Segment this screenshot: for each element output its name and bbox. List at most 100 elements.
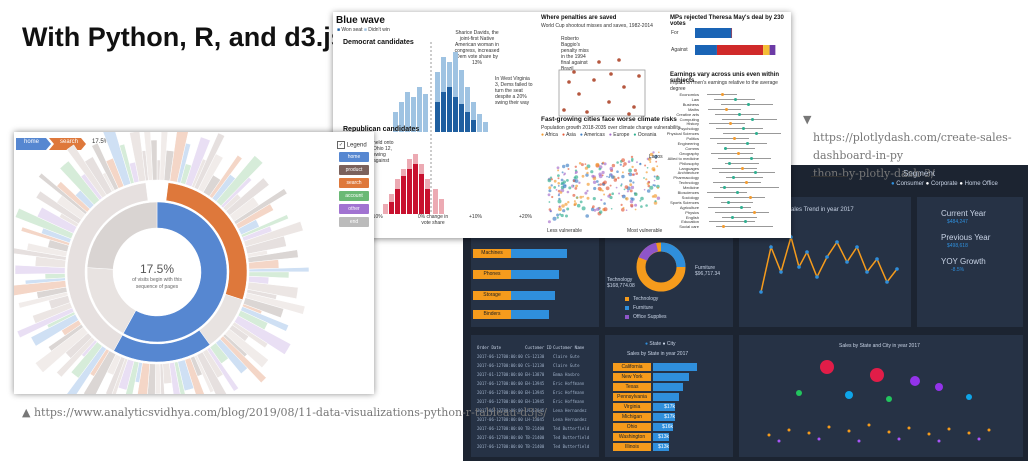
climate-city-point [586, 189, 589, 192]
climate-city-point [567, 201, 570, 204]
climate-city-point [603, 162, 607, 166]
climate-city-point [643, 188, 646, 191]
caption-left-url[interactable]: https://www.analyticsvidhya.com/blog/201… [33, 406, 547, 419]
earnings-row: Biosciences [671, 190, 791, 195]
table-row[interactable]: 2017-06-12T00:00:00 EH-13945 Eric Hoffmann [477, 381, 585, 386]
earnings-row: Pharmacology [671, 175, 791, 180]
table-row[interactable]: 2017-06-12T00:00:00 TB-21400 Ted Butterfie… [477, 444, 590, 449]
state-bar[interactable]: $17k [653, 413, 675, 421]
caption-right-url-line1[interactable]: https://plotlydash.com/create-sales-dash… [813, 131, 1012, 162]
earnings-row: Politics [671, 136, 791, 141]
breadcrumb-home[interactable]: home [24, 139, 40, 145]
climate-city-point [611, 175, 615, 179]
segment-option-consumer[interactable]: Consumer [896, 181, 924, 187]
earnings-row: Allied to medicine [668, 156, 791, 161]
breadcrumb-search[interactable]: search [60, 139, 79, 145]
table-row[interactable]: 2017-06-12T00:00:00 CS-12130 Claire Gute [477, 363, 580, 368]
earnings-row: Geography [671, 151, 791, 156]
segment-radio-group[interactable]: ● Consumer ● Corporate ● Home Office [891, 181, 998, 187]
sunburst-screenshot: home search 17.5% 17.5% of visits begin … [14, 132, 374, 394]
state-label: Virginia [613, 403, 651, 411]
table-row[interactable]: 2017-06-12T00:00:00 TB-21400 Ted Butterfie… [477, 426, 590, 431]
state-bar[interactable] [653, 383, 683, 391]
climate-city-point [606, 175, 608, 178]
table-row[interactable]: 2017-06-12T00:00:00 LH-13045 Lena Hernande… [477, 408, 587, 413]
climate-city-point [557, 199, 562, 204]
state-city-radio[interactable]: ● State ● City [645, 341, 676, 347]
sunburst-segment[interactable] [44, 273, 66, 280]
climate-city-point [551, 195, 554, 199]
climate-city-point [560, 213, 564, 218]
table-row[interactable]: 2017-06-12T00:00:00 LH-13045 Lena Hernande… [477, 417, 587, 422]
sunburst-segment[interactable] [66, 182, 149, 352]
legend-toggle[interactable]: ✓ Legend [337, 141, 367, 149]
climate-city-point [635, 172, 638, 175]
climate-legend-item: ● Americas [579, 132, 605, 138]
climate-city-point [617, 176, 620, 180]
table-row[interactable]: 2017-06-12T00:00:00 EH-13945 Eric Hoffmann [477, 399, 585, 404]
segment-option-corporate[interactable]: Corporate [930, 181, 958, 187]
climate-city-point [566, 207, 570, 211]
climate-city-point [639, 162, 642, 166]
democrat-candidates-label: Democrat candidates [343, 39, 414, 46]
earnings-row: Languages [671, 166, 791, 171]
climate-city-point [586, 196, 590, 200]
state-bar[interactable]: $13k [653, 433, 669, 441]
city-option[interactable]: City [666, 341, 676, 347]
sunburst-segment[interactable] [86, 201, 158, 270]
climate-city-point [562, 209, 566, 213]
climate-city-point [559, 191, 563, 194]
annotation-sharice-davids: Sharice Davids, the joint-first Native A… [454, 30, 500, 66]
state-bar[interactable]: $13k [653, 443, 669, 451]
state-bar[interactable] [653, 363, 697, 371]
climate-city-point [556, 166, 560, 170]
sunburst-segment[interactable] [122, 201, 228, 343]
state-bar[interactable] [653, 393, 679, 401]
legend-item-end: end [339, 217, 369, 227]
state-option[interactable]: State [649, 341, 662, 347]
climate-city-point [651, 167, 656, 171]
table-row[interactable]: 2017-01-12T00:00:00 EH-13870 Emma Hasbro [477, 372, 580, 377]
climate-city-point [658, 151, 660, 154]
up-arrow-icon: ▲ [22, 406, 31, 419]
orders-table-panel: Order Date Customer ID Customer Name 2017-0… [471, 335, 599, 457]
sunburst-segment[interactable] [150, 139, 158, 181]
caption-right[interactable]: https://plotlydash.com/create-sales-dash… [813, 129, 1033, 183]
climate-city-point [549, 210, 552, 213]
climate-city-point [652, 184, 655, 187]
climate-city-point [645, 178, 648, 181]
climate-city-point [601, 170, 605, 175]
climate-city-point [621, 194, 626, 199]
x-tick-zero: 0% change in vote share [417, 214, 449, 226]
climate-city-point [623, 188, 626, 191]
state-bar[interactable]: $17k [653, 403, 675, 411]
climate-city-point [555, 189, 558, 191]
table-row[interactable]: 2017-06-12T00:00:00 EH-13945 Eric Hoffmann [477, 390, 585, 395]
climate-city-point [560, 178, 564, 182]
climate-city-point [547, 193, 551, 197]
table-row[interactable]: 2017-06-12T00:00:00 TB-21400 Ted Butterfie… [477, 435, 590, 440]
segment-option-home-office[interactable]: Home Office [964, 181, 998, 187]
state-bar[interactable] [653, 373, 689, 381]
climate-city-point [599, 210, 603, 214]
brexit-bar-segment [763, 45, 770, 55]
climate-city-point [627, 172, 630, 175]
state-bar[interactable]: $16k [653, 423, 673, 431]
caption-right-url-line2[interactable]: thon-by-plotly-dash-3/ [813, 167, 935, 180]
legend-item-account: account [339, 191, 369, 201]
sunburst-chart[interactable] [14, 132, 374, 394]
climate-city-point [591, 174, 595, 178]
donut-legend-office-supplies: Office Supplies [633, 314, 667, 320]
climate-city-point [579, 200, 583, 204]
climate-city-point [646, 182, 650, 185]
climate-city-point [634, 192, 638, 196]
climate-city-point [590, 207, 595, 212]
sunburst-legend: home product search account other end [339, 152, 371, 232]
table-row[interactable]: 2017-06-12T00:00:00 CS-12130 Claire Gute [477, 354, 580, 359]
climate-city-point [630, 155, 634, 159]
climate-city-point [573, 176, 576, 179]
climate-city-point [557, 189, 561, 193]
earnings-row: Philosophy [671, 161, 791, 166]
climate-city-point [572, 185, 575, 187]
sunburst-segment[interactable] [154, 363, 162, 394]
